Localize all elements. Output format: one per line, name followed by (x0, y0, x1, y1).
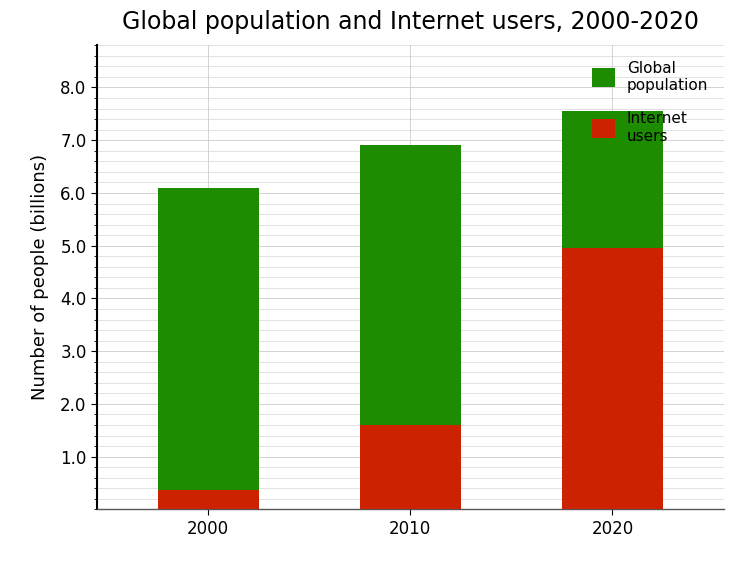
Title: Global population and Internet users, 2000-2020: Global population and Internet users, 20… (122, 10, 699, 33)
Bar (157, 188, 259, 509)
Y-axis label: Number of people (billions): Number of people (billions) (31, 155, 49, 400)
Bar (360, 425, 461, 509)
Bar (562, 248, 663, 509)
Bar (360, 145, 461, 509)
Legend: Global
population, Internet
users: Global population, Internet users (584, 53, 716, 151)
Bar (157, 490, 259, 509)
Bar (562, 111, 663, 509)
